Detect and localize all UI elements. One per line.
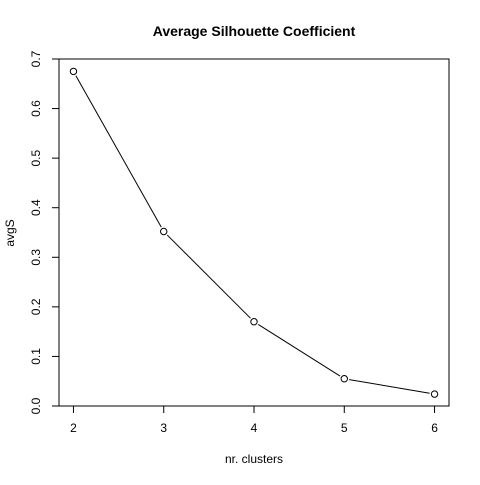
chart-title: Average Silhouette Coefficient	[153, 23, 356, 39]
x-axis: 2 3 4 5 6	[70, 405, 438, 435]
plot-frame	[58, 58, 450, 407]
series-avgS	[69, 67, 439, 398]
y-tick-label: 0.4	[29, 199, 43, 216]
y-tick-label: 0.1	[29, 348, 43, 365]
data-point	[69, 67, 78, 76]
y-tick-label: 0.6	[29, 100, 43, 117]
series-line-segment	[166, 234, 251, 319]
x-axis-title: nr. clusters	[225, 452, 283, 466]
y-axis: 0.0 0.1 0.2 0.3 0.4 0.5 0.6 0.7	[29, 50, 60, 414]
series-line-segment	[349, 379, 430, 394]
y-tick-label: 0.7	[29, 50, 43, 67]
x-tick-label: 2	[70, 421, 77, 435]
y-tick-label: 0.3	[29, 249, 43, 266]
y-tick-label: 0.0	[29, 397, 43, 414]
data-point	[340, 375, 348, 383]
y-tick-label: 0.5	[29, 149, 43, 166]
y-tick-label: 0.2	[29, 298, 43, 315]
x-tick-label: 3	[160, 421, 167, 435]
x-tick-label: 4	[251, 421, 258, 435]
data-point	[430, 390, 439, 398]
x-tick-label: 5	[341, 421, 348, 435]
series-line-segment	[75, 75, 162, 228]
y-axis-title: avgS	[3, 219, 17, 246]
x-tick-label: 6	[431, 421, 438, 435]
data-point	[250, 318, 258, 326]
series-line-segment	[257, 323, 341, 377]
data-point	[160, 227, 168, 236]
